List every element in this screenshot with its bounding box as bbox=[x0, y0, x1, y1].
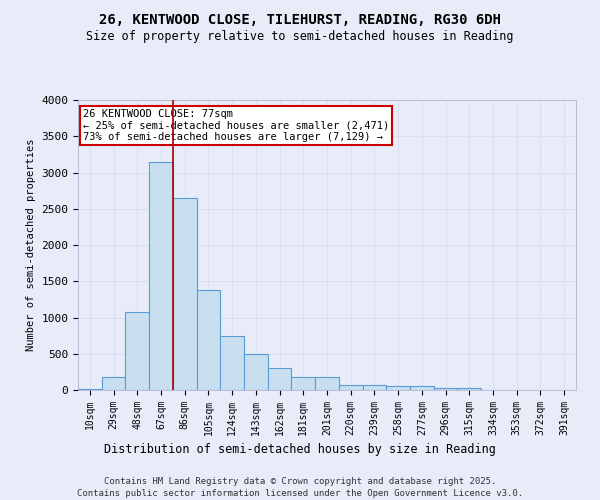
Text: Distribution of semi-detached houses by size in Reading: Distribution of semi-detached houses by … bbox=[104, 442, 496, 456]
Bar bbox=[197, 290, 220, 390]
Bar bbox=[315, 378, 339, 390]
Bar bbox=[268, 368, 292, 390]
Bar bbox=[457, 388, 481, 390]
Bar bbox=[292, 378, 315, 390]
Bar bbox=[434, 388, 457, 390]
Bar bbox=[149, 162, 173, 390]
Text: Contains HM Land Registry data © Crown copyright and database right 2025.: Contains HM Land Registry data © Crown c… bbox=[104, 478, 496, 486]
Bar bbox=[362, 384, 386, 390]
Bar bbox=[339, 384, 362, 390]
Bar bbox=[125, 312, 149, 390]
Text: 26 KENTWOOD CLOSE: 77sqm
← 25% of semi-detached houses are smaller (2,471)
73% o: 26 KENTWOOD CLOSE: 77sqm ← 25% of semi-d… bbox=[83, 108, 389, 142]
Bar bbox=[78, 388, 102, 390]
Bar bbox=[244, 354, 268, 390]
Bar bbox=[220, 336, 244, 390]
Y-axis label: Number of semi-detached properties: Number of semi-detached properties bbox=[26, 138, 36, 352]
Bar bbox=[173, 198, 197, 390]
Text: 26, KENTWOOD CLOSE, TILEHURST, READING, RG30 6DH: 26, KENTWOOD CLOSE, TILEHURST, READING, … bbox=[99, 12, 501, 26]
Bar bbox=[102, 378, 125, 390]
Text: Contains public sector information licensed under the Open Government Licence v3: Contains public sector information licen… bbox=[77, 489, 523, 498]
Bar bbox=[410, 386, 434, 390]
Text: Size of property relative to semi-detached houses in Reading: Size of property relative to semi-detach… bbox=[86, 30, 514, 43]
Bar bbox=[386, 386, 410, 390]
